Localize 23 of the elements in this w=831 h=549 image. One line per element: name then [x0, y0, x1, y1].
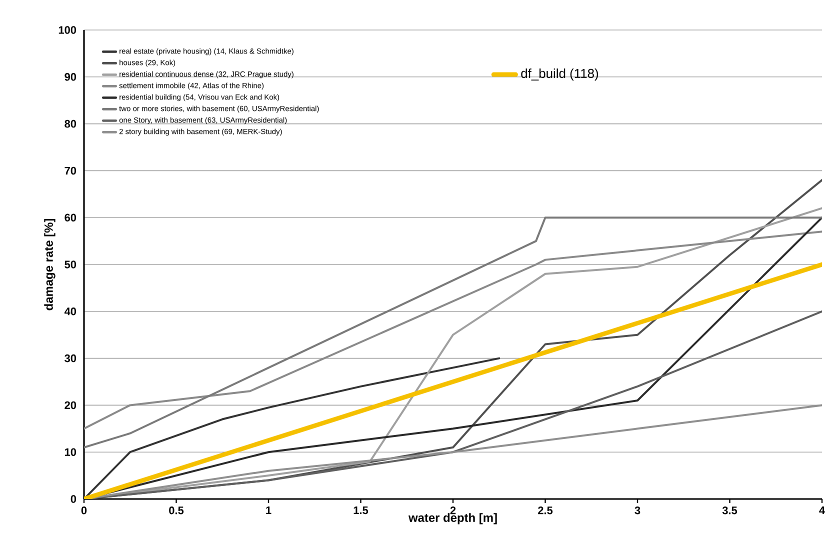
y-tick-label: 100: [58, 26, 76, 34]
legend-label: df_build (118): [521, 68, 598, 81]
y-tick-label: 0: [70, 495, 76, 503]
y-tick-label: 70: [64, 166, 76, 175]
x-tick-label: 1.5: [354, 506, 368, 514]
x-tick-label: 2: [450, 506, 456, 514]
x-tick-label: 0: [81, 506, 87, 514]
y-tick-label: 40: [64, 308, 76, 316]
x-tick-label: 3: [634, 506, 640, 514]
y-tick-label: 30: [64, 354, 76, 362]
y-tick-label: 90: [64, 73, 76, 81]
x-tick-label: 0.5: [169, 506, 184, 514]
y-tick-label: 50: [64, 260, 76, 268]
y-tick-label: 20: [64, 401, 76, 410]
y-tick-label: 60: [64, 214, 76, 222]
x-tick-label: 1: [266, 506, 272, 514]
x-axis-title: water depth [m]: [408, 513, 497, 524]
x-tick-label: 3.5: [722, 506, 738, 514]
y-tick-label: 80: [64, 120, 76, 128]
y-tick-label: 10: [64, 448, 76, 456]
y-axis-title: damage rate [%]: [44, 219, 56, 310]
x-tick-label: 4: [819, 506, 825, 514]
x-tick-label: 2.5: [538, 506, 553, 514]
